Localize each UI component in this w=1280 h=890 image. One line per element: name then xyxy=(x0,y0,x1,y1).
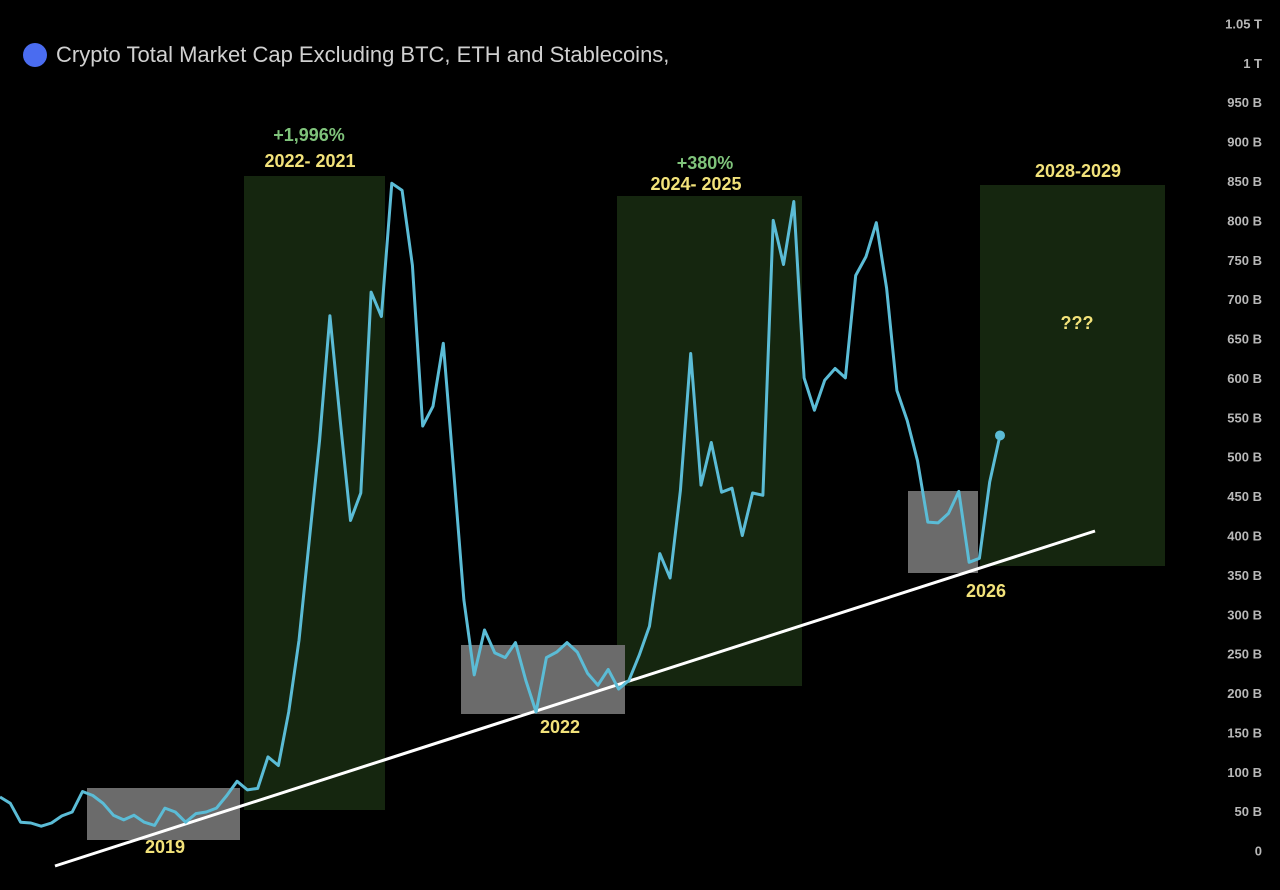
annotation: 2026 xyxy=(966,581,1006,601)
trend-line xyxy=(54,529,1096,868)
last-point xyxy=(995,430,1005,441)
y-tick-label: 850 B xyxy=(1227,174,1262,189)
annotation: 2022 xyxy=(540,717,580,737)
y-tick-label: 700 B xyxy=(1227,292,1262,307)
y-tick-label: 500 B xyxy=(1227,450,1262,465)
y-tick-label: 350 B xyxy=(1227,568,1262,583)
y-tick-label: 550 B xyxy=(1227,410,1262,425)
y-tick-label: 750 B xyxy=(1227,253,1262,268)
y-tick-label: 1.05 T xyxy=(1225,16,1262,31)
chart-title: Crypto Total Market Cap Excluding BTC, E… xyxy=(56,42,669,67)
y-tick-label: 600 B xyxy=(1227,371,1262,386)
annotation: 2024- 2025 xyxy=(650,174,741,194)
y-tick-label: 400 B xyxy=(1227,529,1262,544)
annotation: 2022- 2021 xyxy=(264,151,355,171)
y-tick-label: 0 xyxy=(1255,844,1262,859)
bull-zone xyxy=(980,185,1165,566)
y-tick-label: 900 B xyxy=(1227,135,1262,150)
y-tick-label: 950 B xyxy=(1227,95,1262,110)
line-series xyxy=(0,181,1002,828)
y-tick-label: 200 B xyxy=(1227,686,1262,701)
y-tick-label: 800 B xyxy=(1227,213,1262,228)
bull-zone xyxy=(617,196,802,686)
accumulation-box xyxy=(908,491,978,573)
y-tick-label: 650 B xyxy=(1227,332,1262,347)
y-tick-label: 1 T xyxy=(1243,56,1262,71)
y-tick-label: 100 B xyxy=(1227,765,1262,780)
y-tick-label: 50 B xyxy=(1235,804,1262,819)
y-tick-label: 300 B xyxy=(1227,607,1262,622)
annotation: 2028-2029 xyxy=(1035,161,1121,181)
y-tick-label: 150 B xyxy=(1227,725,1262,740)
annotation: ??? xyxy=(1061,313,1094,333)
y-tick-label: 250 B xyxy=(1227,647,1262,662)
annotation: 2019 xyxy=(145,837,185,857)
annotation: +1,996% xyxy=(273,125,345,145)
annotation: +380% xyxy=(677,153,734,173)
y-tick-label: 450 B xyxy=(1227,489,1262,504)
logo xyxy=(23,43,47,67)
